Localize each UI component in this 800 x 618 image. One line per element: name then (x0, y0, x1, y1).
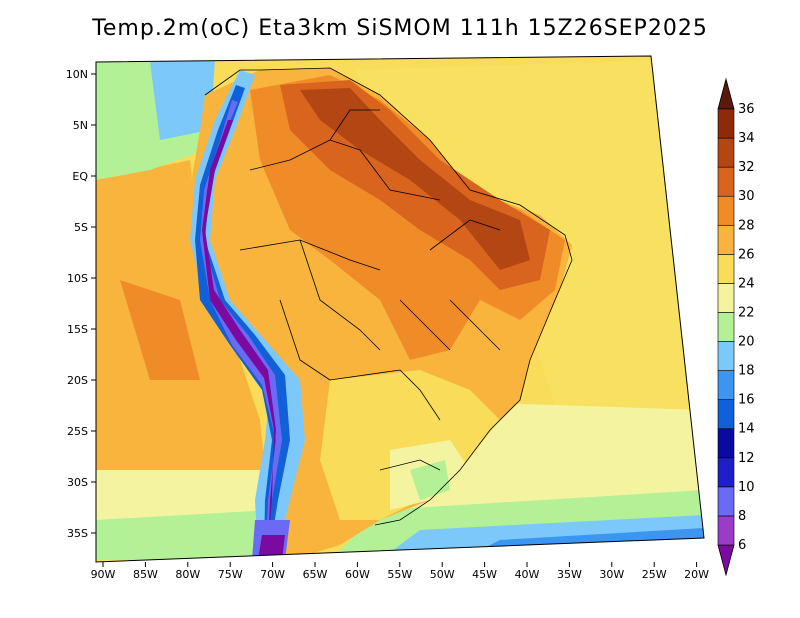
map-frame (95, 55, 705, 563)
lon-label: 45W (472, 568, 497, 581)
lon-label: 70W (260, 568, 285, 581)
colorbar-segment (717, 399, 735, 430)
colorbar-min-arrow (717, 544, 735, 577)
colorbar-label: 12 (738, 451, 755, 466)
colorbar-label: 16 (738, 393, 755, 408)
colorbar-segment (717, 312, 735, 342)
colorbar-segment (717, 283, 735, 313)
temperature-field (96, 56, 704, 562)
colorbar-segment (717, 137, 735, 168)
colorbar-segment (717, 254, 735, 284)
colorbar-label: 8 (738, 509, 746, 524)
lon-label: 25W (642, 568, 667, 581)
colorbar-segment (717, 370, 735, 400)
colorbar-label: 24 (738, 276, 755, 291)
lat-label: 15S (67, 323, 88, 336)
latitude-axis: 10N 5N EQ 5S 10S 15S 20S 25S 30S 35S (66, 68, 96, 540)
colorbar-label: 22 (738, 305, 755, 320)
colorbar-segment (717, 341, 735, 371)
colorbar-label: 26 (738, 247, 755, 262)
colorbar-label: 14 (738, 422, 755, 437)
lat-label: 35S (67, 527, 88, 540)
lat-label: 10N (66, 68, 88, 81)
lon-label: 20W (684, 568, 709, 581)
colorbar-segment (717, 224, 735, 255)
longitude-axis: 90W 85W 80W 75W 70W 65W 60W 55W 50W 45W 40W 35W 30W 2… (91, 562, 709, 581)
lat-label: 20S (67, 374, 88, 387)
map-title: Temp.2m(oC) Eta3km SiSMOM 111h 15Z26SEP2… (92, 16, 708, 41)
lon-label: 30W (599, 568, 624, 581)
colorbar-label: 36 (738, 102, 755, 117)
lon-label: 65W (303, 568, 328, 581)
lon-label: 55W (387, 568, 412, 581)
colorbar-segment (717, 515, 735, 546)
lat-label: 30S (67, 476, 88, 489)
lon-label: 80W (175, 568, 200, 581)
colorbar-label: 10 (738, 480, 755, 495)
lon-label: 60W (345, 568, 370, 581)
lat-label: 25S (67, 425, 88, 438)
lon-label: 40W (515, 568, 540, 581)
colorbar-label: 34 (738, 131, 755, 146)
colorbar-segment (717, 166, 735, 197)
lat-label: 5S (74, 221, 88, 234)
colorbar-max-arrow (717, 77, 735, 110)
lat-label: 5N (73, 119, 88, 132)
colorbar-segment (717, 486, 735, 517)
lon-label: 85W (133, 568, 158, 581)
lon-label: 50W (430, 568, 455, 581)
colorbar-label: 6 (738, 538, 746, 553)
colorbar-segment (717, 108, 735, 139)
colorbar-segment (717, 457, 735, 488)
colorbar-label: 20 (738, 335, 755, 350)
colorbar-segment (717, 195, 735, 226)
colorbar-label: 28 (738, 218, 755, 233)
lon-label: 35W (557, 568, 582, 581)
colorbar: 6 8 10 12 14 16 18 20 22 24 26 28 30 32 34 36 (717, 77, 755, 577)
lat-label: EQ (72, 170, 88, 183)
country-borders (204, 67, 573, 526)
colorbar-label: 30 (738, 189, 755, 204)
colorbar-label: 18 (738, 364, 755, 379)
lon-label: 75W (218, 568, 243, 581)
lat-label: 10S (67, 272, 88, 285)
colorbar-label: 32 (738, 160, 755, 175)
colorbar-segment (717, 428, 735, 459)
lon-label: 90W (91, 568, 116, 581)
